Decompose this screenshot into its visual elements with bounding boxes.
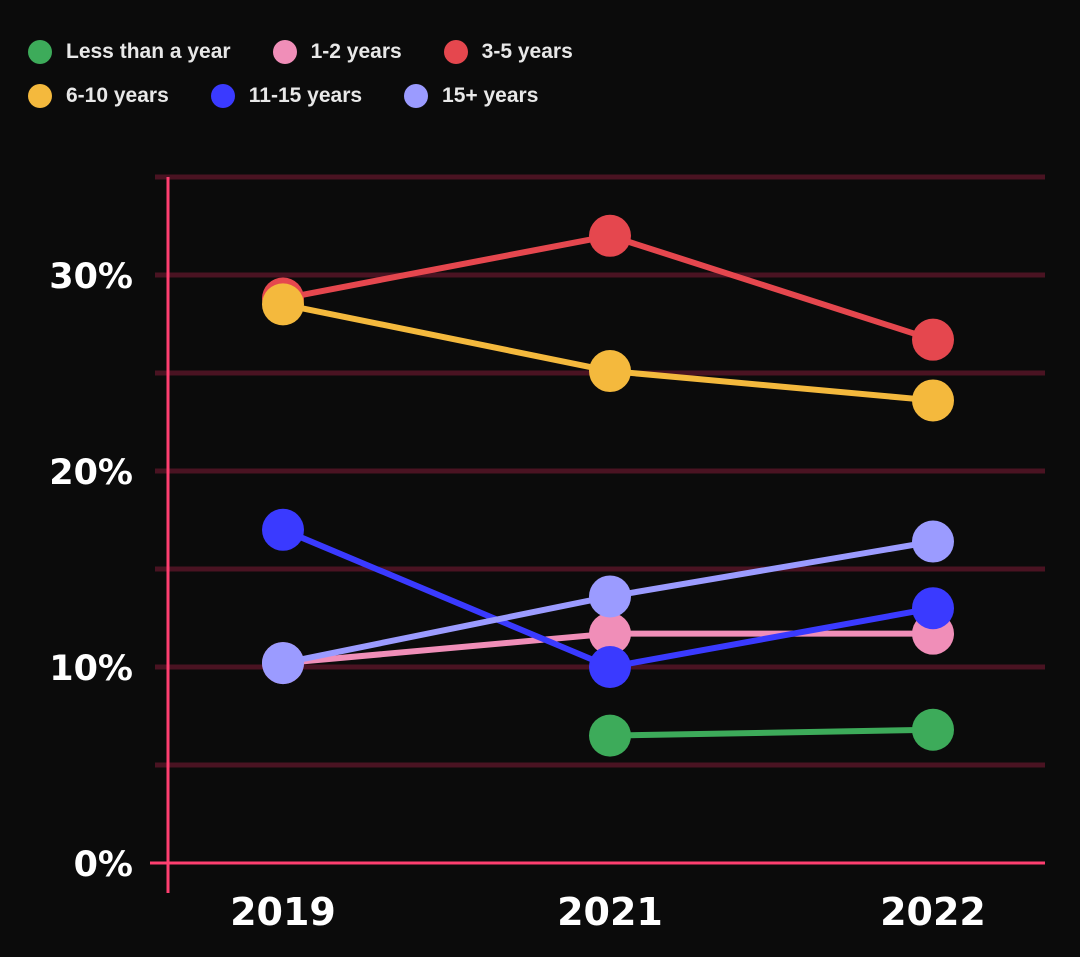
legend-label-3-5-years: 3-5 years: [481, 40, 573, 63]
legend-item-6-10-years: 6-10 years: [28, 84, 169, 108]
data-point-15-plus-years-2019: [262, 642, 304, 685]
legend-row-2: 6-10 years 11-15 years 15+ years: [28, 74, 1048, 118]
legend-dot-6-10-years: [28, 84, 52, 108]
legend-label-less-than-a-year: Less than a year: [66, 40, 231, 63]
legend-item-11-15-years: 11-15 years: [210, 84, 363, 108]
legend-label-15-plus-years: 15+ years: [442, 84, 539, 107]
series-line-less-than-a-year: [607, 726, 936, 739]
chart-series: [262, 214, 954, 757]
chart-legend: Less than a year 1-2 years 3-5 years 6-1…: [28, 30, 1048, 118]
legend-dot-less-than-a-year: [28, 40, 52, 64]
data-point-3-5-years-2021: [589, 214, 631, 257]
data-point-15-plus-years-2022: [912, 520, 954, 563]
data-point-less-than-a-year-2021: [589, 714, 631, 757]
y-tick-label-10: 10%: [49, 649, 133, 689]
legend-label-1-2-years: 1-2 years: [310, 40, 402, 63]
series-3-5-years: [262, 214, 954, 361]
data-point-3-5-years-2022: [912, 318, 954, 361]
data-point-15-plus-years-2021: [589, 575, 631, 618]
y-tick-label-20: 20%: [49, 453, 133, 493]
x-tick-label-2019: 2019: [230, 890, 336, 934]
legend-item-15-plus-years: 15+ years: [404, 84, 538, 108]
data-point-less-than-a-year-2022: [912, 708, 954, 751]
chart-axes: [150, 177, 1045, 893]
legend-item-3-5-years: 3-5 years: [443, 40, 573, 64]
data-point-11-15-years-2019: [262, 508, 304, 551]
legend-item-less-than-a-year: Less than a year: [28, 40, 231, 64]
legend-label-6-10-years: 6-10 years: [66, 84, 169, 107]
data-point-6-10-years-2019: [262, 283, 304, 326]
x-tick-label-2021: 2021: [557, 890, 663, 934]
series-11-15-years: [262, 508, 954, 688]
series-6-10-years: [262, 283, 954, 422]
x-tick-label-2022: 2022: [880, 890, 986, 934]
data-point-11-15-years-2022: [912, 587, 954, 630]
legend-dot-11-15-years: [210, 84, 235, 108]
y-tick-label-0: 0%: [74, 845, 133, 885]
y-tick-label-30: 30%: [49, 257, 133, 297]
legend-dot-1-2-years: [272, 40, 297, 64]
data-point-1-2-years-2021: [589, 612, 631, 655]
legend-row-1: Less than a year 1-2 years 3-5 years: [28, 30, 1048, 74]
series-less-than-a-year: [589, 708, 954, 757]
legend-dot-15-plus-years: [404, 84, 429, 108]
data-point-11-15-years-2021: [589, 646, 631, 688]
data-point-6-10-years-2022: [912, 379, 954, 422]
legend-label-11-15-years: 11-15 years: [248, 84, 363, 107]
series-15-plus-years: [262, 520, 954, 685]
legend-dot-3-5-years: [443, 40, 468, 64]
legend-item-1-2-years: 1-2 years: [272, 40, 402, 64]
x-axis-ticks: 2019 2021 2022: [230, 890, 986, 934]
y-axis-ticks: 0% 10% 20% 30%: [49, 257, 133, 885]
data-point-6-10-years-2021: [589, 350, 631, 393]
